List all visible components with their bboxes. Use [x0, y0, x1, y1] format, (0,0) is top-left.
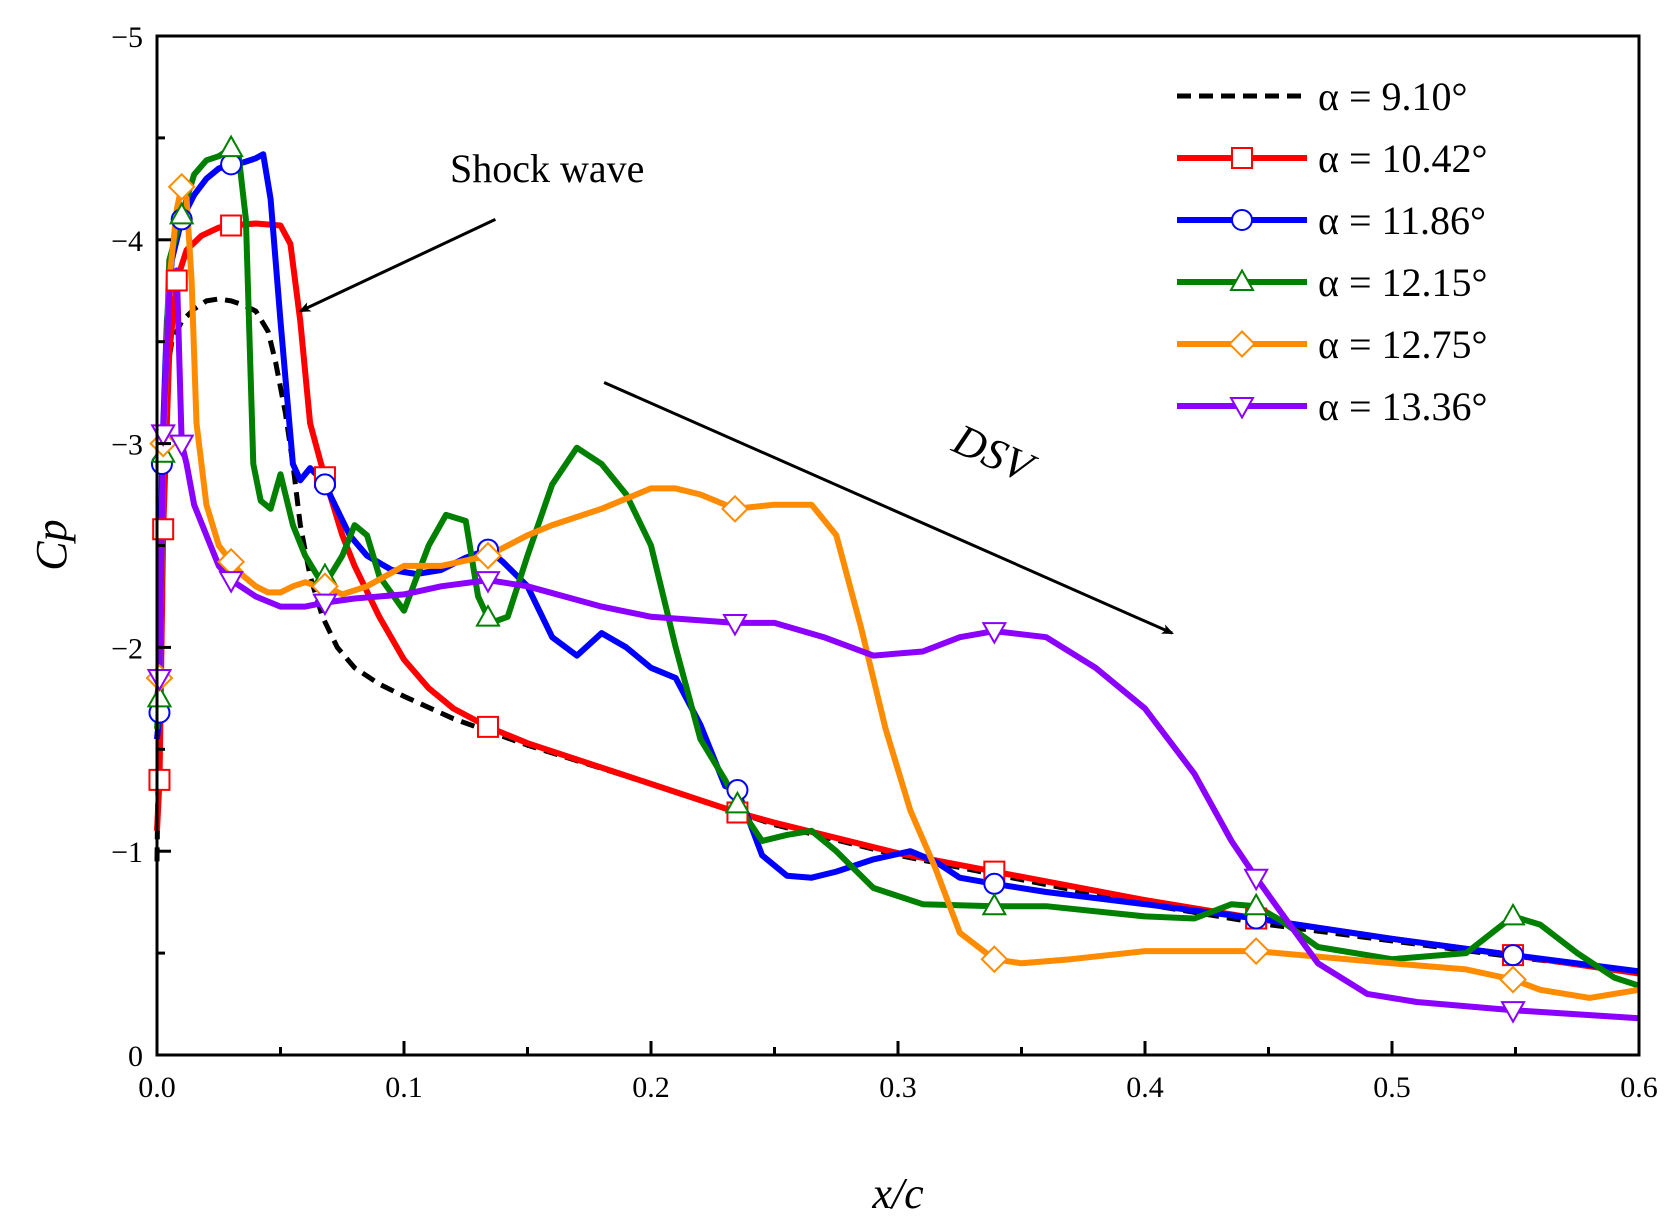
data-point-series-2-9 [1502, 944, 1525, 967]
data-point-series-1-3 [220, 214, 243, 237]
data-point-series-3-2 [168, 201, 195, 225]
x-tick-label: 0.4 [1126, 1071, 1164, 1104]
legend-marker-5 [1229, 397, 1255, 420]
x-tick-label: 0.0 [138, 1071, 176, 1104]
x-axis-title: x/c [871, 1169, 924, 1218]
data-point-series-4-6 [721, 494, 749, 523]
data-point-series-5-0 [146, 668, 173, 692]
y-tick-label: 0 [128, 1040, 143, 1073]
data-point-series-3-3 [218, 134, 244, 158]
legend-label-3: α = 12.15° [1318, 260, 1488, 305]
data-point-series-5-3 [218, 571, 244, 594]
data-point-series-4-9 [1499, 965, 1527, 994]
legend-marker-1 [1231, 147, 1253, 169]
data-point-series-4-5 [474, 541, 502, 570]
y-tick-label: −2 [111, 632, 143, 665]
shock-wave-label: Shock wave [450, 146, 644, 191]
legend-label-2: α = 11.86° [1318, 198, 1486, 243]
data-point-series-2-3 [220, 153, 243, 176]
data-point-series-4-8 [1242, 937, 1271, 965]
y-tick-label: −1 [111, 836, 143, 869]
series-line-4 [154, 183, 1640, 1001]
data-point-series-4-7 [980, 945, 1009, 974]
y-tick-label: −5 [111, 21, 143, 54]
data-point-series-3-8 [1243, 892, 1269, 916]
data-point-series-3-0 [146, 684, 173, 708]
marker-layer [145, 134, 1527, 1024]
data-point-series-5-2 [168, 434, 195, 458]
legend-label-0: α = 9.10° [1318, 74, 1468, 119]
legend-marker-4 [1228, 330, 1256, 358]
data-point-series-5-5 [475, 571, 501, 594]
x-tick-label: 0.2 [632, 1071, 670, 1104]
data-point-series-3-9 [1500, 902, 1526, 926]
x-tick-label: 0.5 [1373, 1071, 1411, 1104]
data-point-series-2-4 [313, 473, 336, 496]
data-point-series-3-7 [981, 892, 1008, 916]
y-tick-label: −3 [111, 429, 143, 462]
shock-wave-arrow [298, 218, 497, 313]
data-point-series-5-4 [312, 593, 338, 617]
legend-marker-2 [1231, 209, 1253, 231]
data-point-series-1-0 [148, 768, 171, 791]
series-line-5 [154, 267, 1640, 1022]
data-point-series-5-8 [1243, 868, 1269, 892]
data-point-series-1-5 [476, 715, 499, 738]
x-tick-label: 0.3 [879, 1071, 917, 1104]
data-point-series-1-2 [165, 269, 188, 292]
legend-label-4: α = 12.75° [1318, 322, 1488, 367]
series-line-3 [154, 145, 1640, 989]
series-layer [154, 145, 1640, 1022]
x-tick-label: 0.1 [385, 1071, 423, 1104]
data-point-series-5-9 [1500, 1001, 1526, 1024]
legend: α = 9.10° α = 10.42° α = 11.86° α = 12.15° α… [1177, 74, 1488, 429]
y-axis-title: Cp [27, 519, 76, 570]
dsv-arrow [603, 381, 1174, 635]
data-point-series-3-6 [724, 790, 751, 814]
series-line-1 [154, 220, 1640, 977]
data-point-series-3-5 [475, 604, 501, 627]
data-point-series-2-7 [983, 872, 1006, 895]
y-tick-label: −4 [111, 225, 143, 258]
legend-marker-3 [1229, 268, 1255, 291]
legend-label-5: α = 13.36° [1318, 384, 1488, 429]
data-point-series-5-7 [981, 622, 1008, 645]
data-point-series-4-2 [167, 172, 196, 201]
x-tick-label: 0.6 [1620, 1071, 1658, 1104]
tick-layer: 0.0 0.1 0.2 0.3 0.4 0.5 0.6 0 −1 −2 −3 −4 −5 [111, 21, 1658, 1104]
data-point-series-5-6 [722, 613, 748, 637]
legend-label-1: α = 10.42° [1318, 136, 1488, 181]
